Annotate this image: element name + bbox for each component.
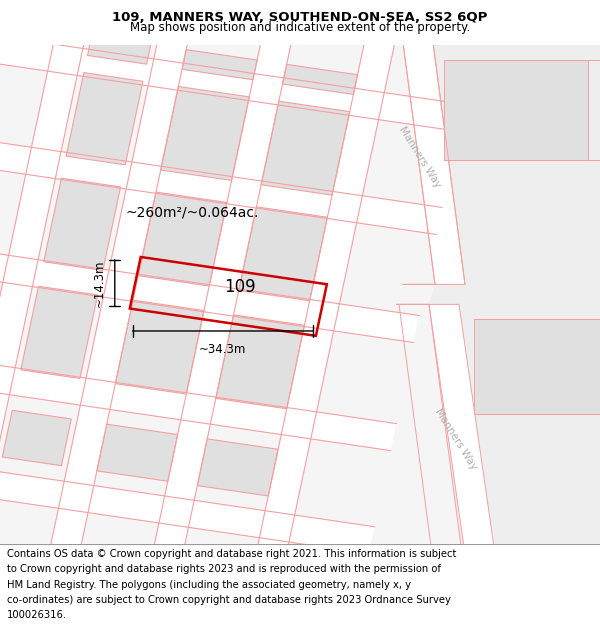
Polygon shape	[97, 424, 178, 481]
Text: Manners Way: Manners Way	[397, 125, 443, 189]
Polygon shape	[0, 246, 419, 342]
Polygon shape	[283, 64, 358, 94]
Text: HM Land Registry. The polygons (including the associated geometry, namely x, y: HM Land Registry. The polygons (includin…	[7, 579, 411, 589]
Text: 109, MANNERS WAY, SOUTHEND-ON-SEA, SS2 6QP: 109, MANNERS WAY, SOUTHEND-ON-SEA, SS2 6…	[112, 11, 488, 24]
Polygon shape	[474, 319, 600, 414]
Polygon shape	[88, 36, 151, 64]
Polygon shape	[44, 178, 121, 271]
Polygon shape	[115, 300, 204, 394]
Polygon shape	[0, 138, 442, 234]
Polygon shape	[0, 354, 396, 451]
Polygon shape	[44, 0, 198, 582]
Text: ~260m²/~0.064ac.: ~260m²/~0.064ac.	[125, 205, 259, 219]
Polygon shape	[396, 304, 495, 554]
Text: ~14.3m: ~14.3m	[93, 259, 106, 306]
Polygon shape	[197, 439, 278, 496]
Polygon shape	[182, 49, 257, 80]
Polygon shape	[369, 35, 465, 284]
Polygon shape	[261, 101, 350, 195]
Text: 109: 109	[224, 278, 256, 296]
Polygon shape	[0, 458, 374, 554]
Polygon shape	[66, 72, 143, 165]
Text: Map shows position and indicative extent of the property.: Map shows position and indicative extent…	[130, 21, 470, 34]
Polygon shape	[138, 192, 227, 286]
Text: ~34.3m: ~34.3m	[199, 344, 247, 356]
Polygon shape	[444, 60, 588, 160]
Polygon shape	[245, 18, 399, 612]
Text: to Crown copyright and database rights 2023 and is reproduced with the permissio: to Crown copyright and database rights 2…	[7, 564, 441, 574]
Polygon shape	[21, 286, 98, 379]
Polygon shape	[239, 207, 328, 301]
Polygon shape	[144, 4, 299, 598]
Polygon shape	[402, 35, 600, 554]
Text: 100026316.: 100026316.	[7, 609, 67, 619]
Polygon shape	[161, 86, 250, 181]
Polygon shape	[0, 0, 98, 568]
Polygon shape	[216, 315, 304, 409]
Polygon shape	[2, 411, 71, 466]
Text: Manners Way: Manners Way	[433, 407, 479, 471]
Text: Contains OS data © Crown copyright and database right 2021. This information is : Contains OS data © Crown copyright and d…	[7, 549, 457, 559]
Text: co-ordinates) are subject to Crown copyright and database rights 2023 Ordnance S: co-ordinates) are subject to Crown copyr…	[7, 594, 451, 604]
Polygon shape	[0, 45, 600, 544]
Polygon shape	[0, 35, 464, 131]
